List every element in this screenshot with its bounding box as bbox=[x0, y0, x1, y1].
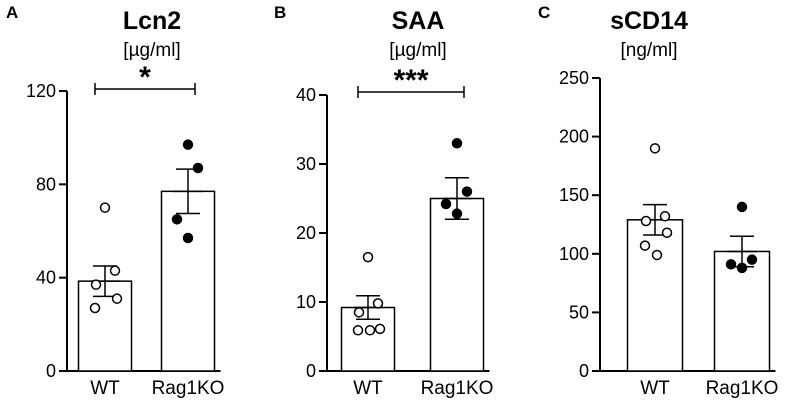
data-point bbox=[353, 307, 365, 318]
x-category-label: Rag1KO bbox=[706, 378, 779, 399]
y-tick-label: 40 bbox=[36, 268, 56, 288]
data-point bbox=[89, 302, 101, 314]
data-point bbox=[171, 214, 183, 225]
data-point bbox=[661, 227, 673, 238]
y-tick-label: 40 bbox=[296, 85, 316, 105]
unit-label: [ng/ml] bbox=[620, 40, 677, 61]
chart-title: SAA bbox=[392, 7, 445, 35]
unit-label: [µg/ml] bbox=[389, 40, 446, 61]
data-point bbox=[182, 232, 194, 244]
panel-b: B SAA [µg/ml] 0 10 20 30 40 WT Rag1KO *** bbox=[274, 3, 493, 399]
chart-title: Lcn2 bbox=[123, 7, 181, 35]
data-point bbox=[192, 162, 204, 174]
x-category-label: WT bbox=[90, 378, 120, 399]
data-point bbox=[649, 143, 661, 154]
y-tick-label: 120 bbox=[26, 81, 56, 101]
y-tick-label: 10 bbox=[296, 292, 316, 312]
data-point bbox=[362, 251, 374, 263]
y-tick-label: 0 bbox=[579, 361, 589, 381]
x-category-label: WT bbox=[640, 378, 670, 399]
data-point bbox=[725, 259, 737, 270]
data-point bbox=[651, 249, 663, 261]
y-tick-label: 0 bbox=[306, 361, 316, 381]
significance-label: *** bbox=[393, 64, 428, 97]
data-point bbox=[374, 323, 386, 335]
data-point bbox=[372, 298, 384, 309]
y-tick-label: 30 bbox=[296, 154, 316, 174]
bar-wt bbox=[626, 219, 684, 372]
data-point bbox=[659, 211, 671, 222]
data-point bbox=[90, 279, 102, 290]
x-category-label: Rag1KO bbox=[421, 378, 494, 399]
y-tick-label: 200 bbox=[559, 127, 589, 147]
unit-label: [µg/ml] bbox=[123, 40, 180, 61]
panel-letter: C bbox=[538, 3, 550, 22]
data-point bbox=[639, 240, 651, 251]
data-point bbox=[640, 215, 652, 227]
data-point bbox=[182, 139, 194, 150]
panel-letter: A bbox=[6, 3, 18, 22]
data-point bbox=[352, 325, 364, 336]
y-tick-label: 150 bbox=[559, 185, 589, 205]
y-tick-label: 100 bbox=[559, 244, 589, 264]
y-tick-label: 250 bbox=[559, 68, 589, 88]
significance-label: * bbox=[139, 61, 151, 94]
x-category-label: WT bbox=[353, 378, 383, 399]
data-point bbox=[440, 198, 452, 210]
chart-title: sCD14 bbox=[610, 7, 688, 35]
panel-a: A Lcn2 [µg/ml] 0 40 80 120 WT Rag1KO * bbox=[6, 3, 224, 399]
bar-rag1ko bbox=[429, 197, 485, 372]
data-point bbox=[451, 208, 463, 219]
panel-letter: B bbox=[274, 3, 286, 22]
data-point bbox=[111, 293, 123, 304]
y-tick-label: 50 bbox=[569, 302, 589, 322]
data-point bbox=[109, 265, 121, 276]
y-tick-label: 80 bbox=[36, 174, 56, 194]
data-point bbox=[746, 254, 758, 265]
y-tick-label: 0 bbox=[46, 361, 56, 381]
bar-rag1ko bbox=[160, 190, 216, 372]
data-point bbox=[451, 138, 463, 149]
x-category-label: Rag1KO bbox=[152, 378, 225, 399]
data-point bbox=[99, 202, 111, 213]
data-point bbox=[736, 201, 748, 213]
data-point bbox=[364, 325, 376, 336]
data-point bbox=[736, 262, 748, 274]
data-point bbox=[461, 186, 473, 197]
y-tick-label: 20 bbox=[296, 223, 316, 243]
